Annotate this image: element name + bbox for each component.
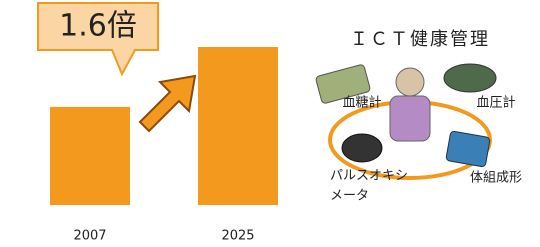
page: 2025兆円101.32007兆円62.9 1.6倍 ＩＣＴ健康管理 血糖計 血… [0, 0, 540, 243]
diagram-label: メータ [330, 189, 369, 204]
annotation: 1.6倍 [59, 9, 137, 44]
diagram-title: ＩＣＴ健康管理 [350, 29, 490, 50]
diagram-label: 体組成形 [470, 171, 522, 186]
diagram-label: パルスオキシ [330, 169, 408, 184]
person-head [396, 68, 424, 96]
diagram-label: 血圧計 [476, 95, 515, 111]
scale-icon [446, 131, 491, 167]
oximeter-icon [342, 134, 382, 162]
person-body [390, 96, 430, 141]
bar [50, 107, 130, 205]
bar [198, 47, 278, 205]
diagram-label: 血糖計 [342, 95, 381, 111]
pressure-icon [444, 64, 496, 92]
x-tick-label: 2007 [73, 229, 106, 244]
x-tick-label: 2025 [221, 229, 254, 244]
growth-arrow [140, 76, 195, 131]
